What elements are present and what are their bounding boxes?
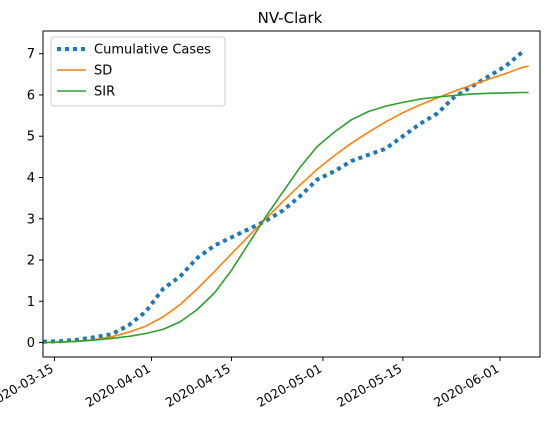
plot-series	[42, 50, 529, 344]
y-axis: 0 1 2 3 4 5 6 7	[27, 47, 43, 351]
x-tick-label-4: 2020-05-15	[334, 361, 404, 410]
series-line-2	[42, 91, 529, 344]
y-tick-label-6: 6	[27, 88, 35, 103]
x-axis: 2020-03-15 2020-04-01 2020-04-15 2020-05-01…	[0, 357, 502, 410]
legend-box	[50, 36, 226, 107]
y-tick-label-0: 0	[27, 336, 35, 351]
plot-frame	[42, 30, 541, 358]
x-tick-label-1: 2020-04-01	[83, 361, 153, 410]
chart-title: NV-Clark	[258, 9, 323, 27]
legend-label-1: SD	[94, 64, 112, 79]
y-tick-label-4: 4	[27, 171, 35, 186]
x-tick-label-3: 2020-05-01	[254, 361, 324, 410]
legend-label-0: Cumulative Cases	[94, 43, 211, 58]
x-tick-label-0: 2020-03-15	[0, 361, 56, 410]
y-tick-label-5: 5	[27, 130, 35, 145]
series-line-1	[42, 65, 529, 344]
y-tick-label-2: 2	[27, 254, 35, 269]
legend: Cumulative Cases SD SIR	[50, 36, 226, 107]
x-tick-label-5: 2020-06-01	[431, 361, 501, 410]
y-tick-label-1: 1	[27, 295, 35, 310]
x-tick-label-2: 2020-04-15	[163, 361, 233, 410]
legend-label-2: SIR	[94, 85, 115, 100]
y-tick-label-3: 3	[27, 212, 35, 227]
series-line-0	[42, 50, 525, 344]
y-tick-label-7: 7	[27, 47, 35, 62]
